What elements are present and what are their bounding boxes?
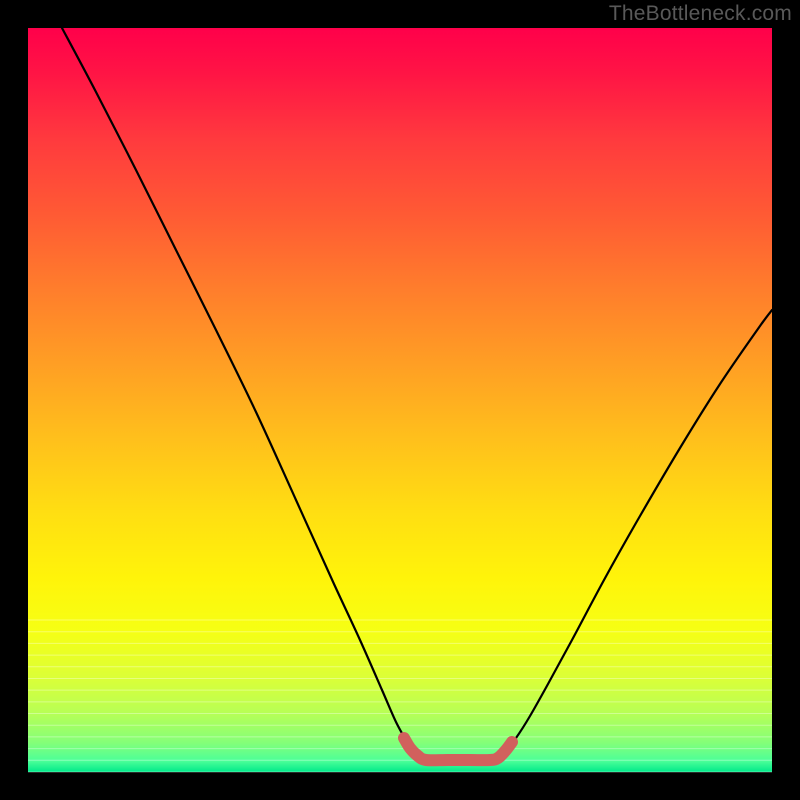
plot-background [28, 28, 772, 772]
chart-stage: TheBottleneck.com [0, 0, 800, 800]
watermark-text: TheBottleneck.com [609, 0, 792, 27]
bottleneck-chart [0, 0, 800, 800]
